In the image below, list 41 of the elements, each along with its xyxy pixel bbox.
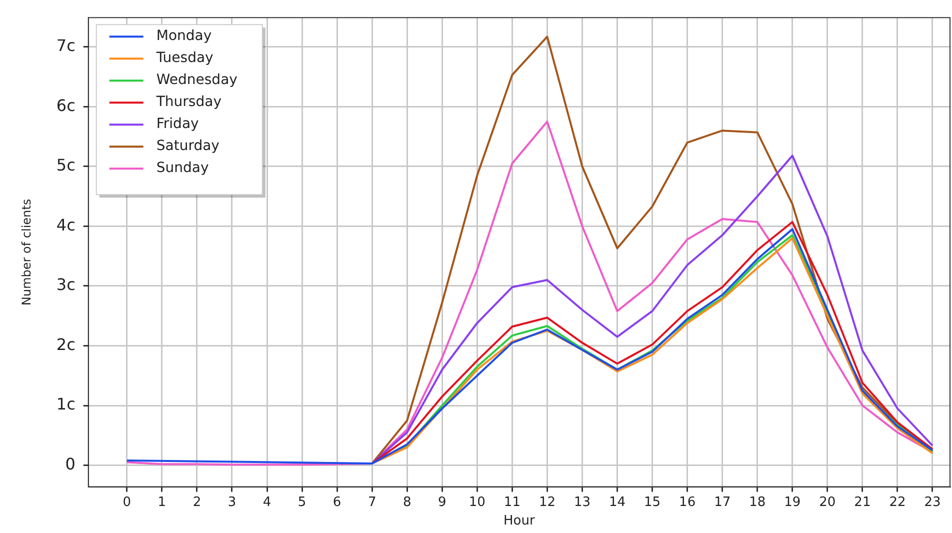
y-tick-label: 4c [56, 215, 76, 234]
x-tick-label: 6 [332, 494, 342, 510]
x-tick-label: 15 [644, 494, 661, 510]
x-tick-label: 3 [228, 494, 236, 510]
legend-label: Monday [156, 28, 212, 44]
y-tick-label: 3c [56, 275, 76, 294]
x-tick-label: 19 [784, 494, 801, 510]
legend-label: Tuesday [155, 50, 214, 66]
x-tick-label: 1 [158, 494, 166, 510]
legend-label: Wednesday [156, 72, 238, 88]
y-tick-label: 1c [56, 394, 76, 414]
legend-label: Sunday [156, 160, 209, 176]
x-tick-label: 5 [298, 494, 306, 510]
y-axis-title: Number of clients [19, 198, 34, 306]
x-tick-label: 10 [468, 494, 486, 510]
x-tick-label: 14 [608, 494, 626, 510]
y-tick-label: 6c [56, 96, 76, 115]
legend-label: Saturday [156, 138, 220, 154]
x-tick-label: 8 [402, 494, 412, 510]
legend-label: Friday [156, 116, 199, 132]
x-axis-title: Hour [504, 514, 536, 529]
x-tick-label: 16 [679, 494, 696, 510]
legend-label: Thursday [155, 94, 222, 110]
y-tick-label: 0 [65, 454, 76, 474]
x-tick-label: 23 [924, 494, 941, 510]
x-tick-label: 21 [854, 494, 871, 510]
x-tick-label: 20 [819, 494, 836, 510]
x-tick-label: 17 [714, 494, 731, 510]
x-tick-label: 4 [262, 494, 272, 510]
y-tick-label: 2c [56, 334, 76, 354]
x-tick-label: 11 [504, 494, 520, 510]
x-tick-label: 7 [368, 494, 376, 510]
x-tick-label: 22 [889, 494, 906, 510]
x-tick-label: 2 [192, 494, 202, 510]
x-tick-label: 18 [749, 494, 766, 510]
y-tick-label: 5c [56, 156, 76, 175]
y-tick-label: 7c [56, 36, 76, 56]
x-tick-label: 13 [574, 494, 591, 510]
x-tick-label: 9 [438, 494, 446, 510]
x-tick-label: 0 [122, 494, 132, 510]
x-tick-label: 12 [538, 494, 556, 510]
